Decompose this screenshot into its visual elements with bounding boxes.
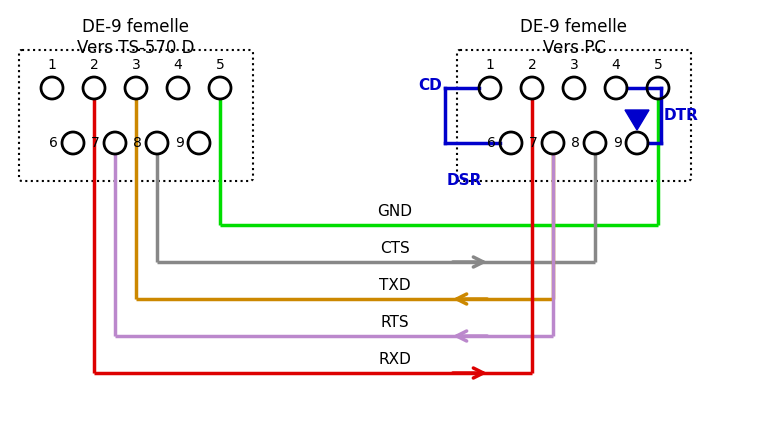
- Text: 2: 2: [527, 58, 536, 72]
- Text: DSR: DSR: [447, 173, 482, 188]
- Text: 8: 8: [133, 136, 142, 150]
- Text: GND: GND: [377, 204, 412, 219]
- Text: 7: 7: [530, 136, 538, 150]
- Text: 5: 5: [216, 58, 224, 72]
- Text: 9: 9: [613, 136, 622, 150]
- Text: 3: 3: [132, 58, 140, 72]
- Text: 6: 6: [49, 136, 58, 150]
- Text: 2: 2: [90, 58, 98, 72]
- Text: DTR: DTR: [664, 108, 699, 123]
- Text: CD: CD: [418, 78, 442, 94]
- Text: DE-9 femelle
Vers TS-570 D: DE-9 femelle Vers TS-570 D: [77, 18, 195, 57]
- Text: 9: 9: [175, 136, 184, 150]
- Text: 4: 4: [174, 58, 182, 72]
- Text: RTS: RTS: [381, 315, 409, 330]
- Text: 7: 7: [91, 136, 100, 150]
- Text: CTS: CTS: [380, 241, 410, 256]
- Text: 1: 1: [485, 58, 495, 72]
- Text: 5: 5: [654, 58, 662, 72]
- Text: 4: 4: [612, 58, 620, 72]
- Text: 6: 6: [487, 136, 496, 150]
- Text: RXD: RXD: [379, 352, 411, 367]
- Text: DE-9 femelle
Vers PC: DE-9 femelle Vers PC: [520, 18, 627, 57]
- Text: 8: 8: [572, 136, 580, 150]
- Text: 3: 3: [570, 58, 578, 72]
- Polygon shape: [625, 110, 649, 130]
- Text: TXD: TXD: [379, 278, 411, 293]
- Text: 1: 1: [47, 58, 56, 72]
